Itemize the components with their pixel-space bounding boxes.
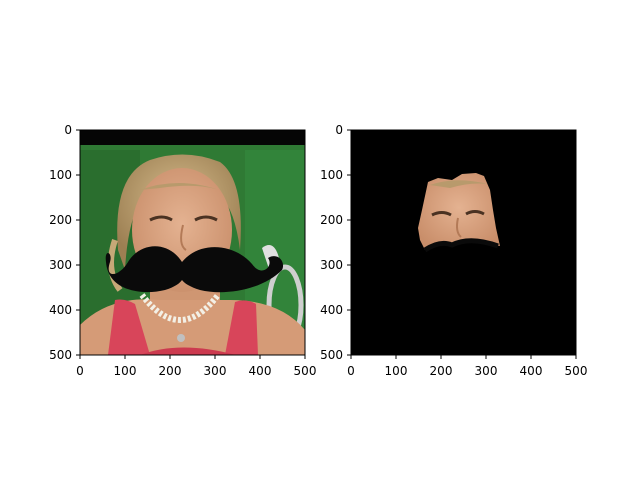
left-xtick-label: 100 — [114, 364, 137, 378]
right-x-ticks: 0 100 200 300 400 500 — [347, 355, 587, 378]
top-bar — [80, 130, 305, 145]
extracted-face — [418, 173, 500, 250]
left-xtick-label: 200 — [159, 364, 182, 378]
left-axes-frame — [79, 129, 306, 356]
left-xtick-label: 400 — [249, 364, 272, 378]
right-xtick-label: 300 — [475, 364, 498, 378]
left-ytick-label: 0 — [64, 123, 72, 137]
right-xtick-label: 0 — [347, 364, 355, 378]
right-ytick-label: 200 — [320, 213, 343, 227]
shirt-right-strap — [225, 300, 258, 355]
left-xtick-label: 0 — [76, 364, 84, 378]
right-xtick-label: 400 — [520, 364, 543, 378]
mustache — [105, 246, 284, 293]
right-photo — [351, 130, 576, 355]
left-xtick-label: 300 — [204, 364, 227, 378]
left-y-ticks: 0 100 200 300 400 500 — [49, 123, 80, 362]
right-xtick-label: 500 — [565, 364, 588, 378]
left-ytick-label: 300 — [49, 258, 72, 272]
necklace — [139, 293, 221, 323]
left-ytick-label: 500 — [49, 348, 72, 362]
left-panel: 0 100 200 300 400 500 0 100 200 300 400 … — [49, 123, 316, 378]
left-ytick-label: 400 — [49, 303, 72, 317]
left-ytick-label: 100 — [49, 168, 72, 182]
right-ytick-label: 400 — [320, 303, 343, 317]
left-photo — [80, 130, 305, 355]
right-panel: 0 100 200 300 400 500 0 100 200 300 400 … — [320, 123, 587, 378]
right-ytick-label: 100 — [320, 168, 343, 182]
right-ytick-label: 300 — [320, 258, 343, 272]
left-ytick-label: 200 — [49, 213, 72, 227]
right-y-ticks: 0 100 200 300 400 500 — [320, 123, 351, 362]
right-xtick-label: 100 — [385, 364, 408, 378]
right-ytick-label: 0 — [335, 123, 343, 137]
shirt-left-strap — [108, 299, 150, 355]
right-ytick-label: 500 — [320, 348, 343, 362]
left-xtick-label: 500 — [294, 364, 317, 378]
right-xtick-label: 200 — [430, 364, 453, 378]
right-axes-frame — [350, 129, 577, 356]
left-x-ticks: 0 100 200 300 400 500 — [76, 355, 316, 378]
